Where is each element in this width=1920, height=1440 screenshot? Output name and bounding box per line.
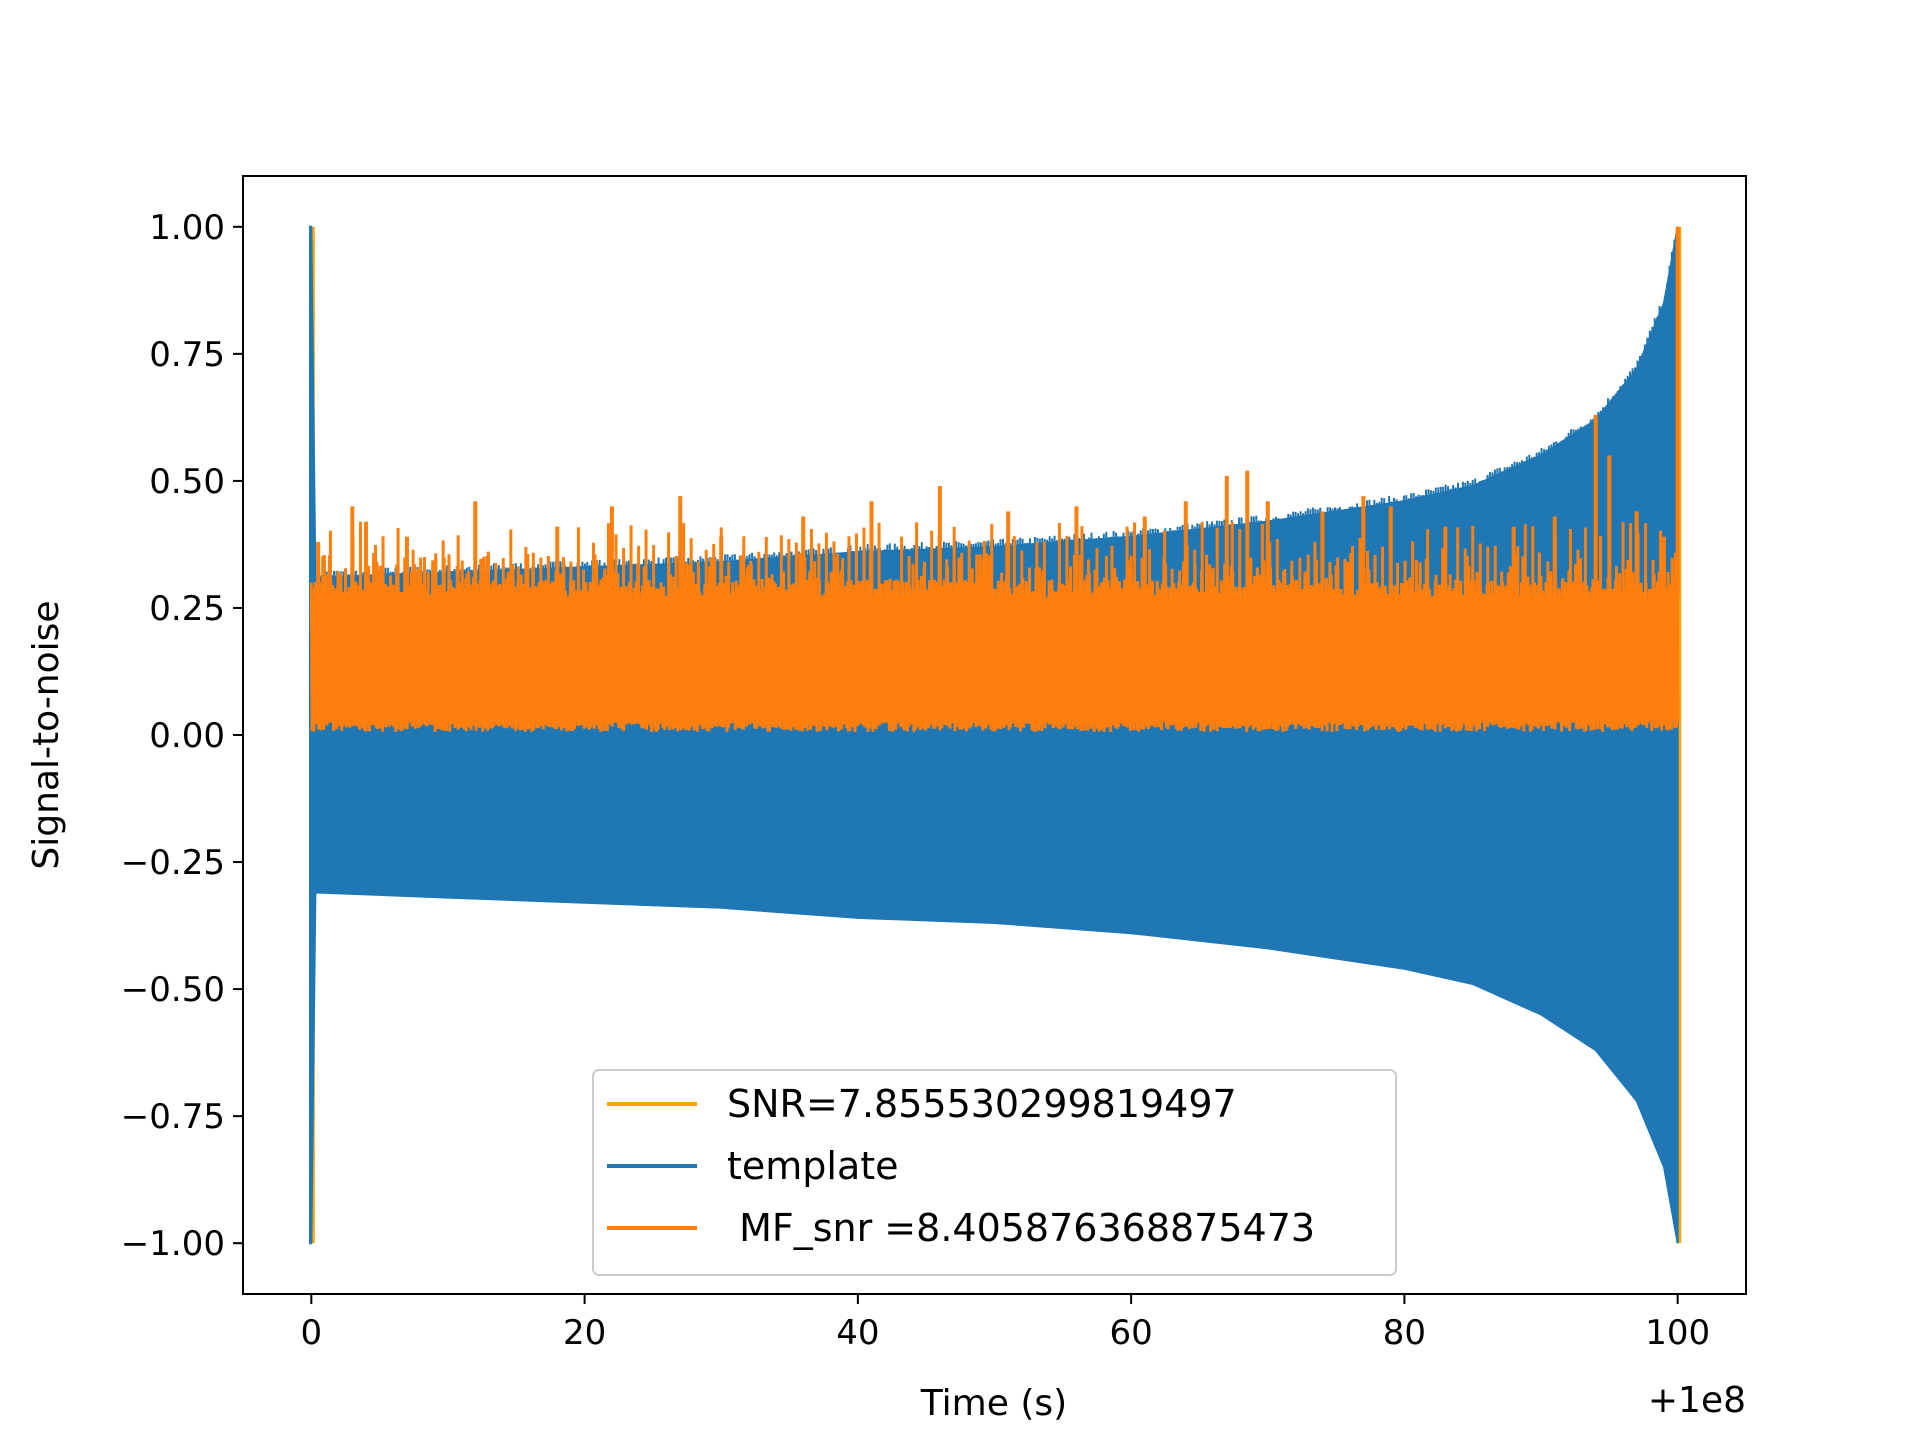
plot-area	[309, 225, 1682, 1245]
y-tick-label: 0.25	[149, 589, 225, 629]
mf-snr-band	[311, 608, 1678, 713]
mf-snr-trace	[309, 552, 1680, 733]
x-tick-label: 40	[836, 1313, 879, 1353]
x-tick-label: 0	[300, 1313, 322, 1353]
legend: SNR=7.855530299819497 template MF_snr =8…	[592, 1069, 1397, 1276]
x-axis-offset-label: +1e8	[1648, 1380, 1746, 1421]
legend-box	[592, 1069, 1397, 1276]
x-axis: 0 20 40 60 80 100	[300, 1294, 1710, 1353]
legend-label-mf-snr: MF_snr =8.405876368875473	[727, 1206, 1315, 1250]
legend-label-snr: SNR=7.855530299819497	[727, 1082, 1237, 1126]
y-tick-label: 0.50	[149, 462, 225, 502]
x-tick-label: 20	[563, 1313, 606, 1353]
x-tick-label: 100	[1645, 1313, 1710, 1353]
y-tick-label: −1.00	[121, 1224, 225, 1264]
x-axis-label: Time (s)	[920, 1383, 1067, 1424]
x-tick-label: 80	[1383, 1313, 1426, 1353]
y-tick-label: −0.75	[121, 1097, 225, 1137]
y-tick-label: 0.00	[149, 716, 225, 756]
x-tick-label: 60	[1110, 1313, 1153, 1353]
y-tick-label: 0.75	[149, 335, 225, 375]
y-tick-label: −0.50	[121, 970, 225, 1010]
series-mf-snr	[309, 226, 1680, 733]
y-tick-label: 1.00	[149, 208, 225, 248]
y-tick-label: −0.25	[121, 843, 225, 883]
y-axis: 1.00 0.75 0.50 0.25 0.00 −0.25 −0.50 −0.75 −1.00	[121, 208, 243, 1264]
y-axis-label: Signal-to-noise	[26, 600, 67, 869]
legend-label-template: template	[727, 1144, 899, 1188]
